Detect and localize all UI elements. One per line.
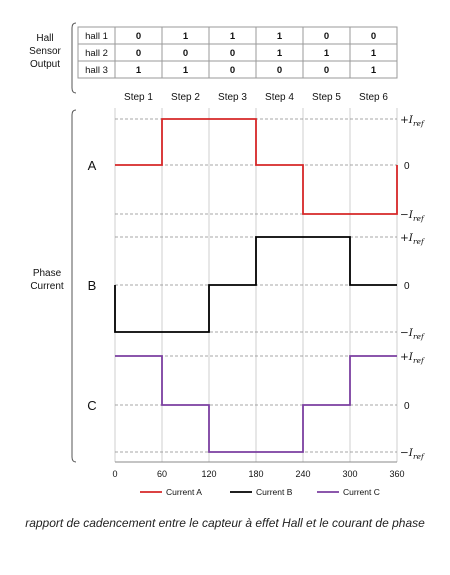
level-label-zero: 0 (404, 401, 410, 412)
hall-cell-value: 1 (324, 48, 330, 59)
commutation-figure: hall 1 0 1 1 1 0 0 hall 2 0 0 0 1 1 1 hall 3 1 1 0 0 0 1 Hall… (29, 22, 425, 497)
phase-a-trace (115, 118, 398, 215)
step-label: Step 2 (171, 92, 200, 103)
hall-cell-value: 0 (371, 31, 376, 42)
figure-caption: rapport de cadencement entre le capteur … (25, 516, 425, 530)
hall-cell-value: 1 (183, 31, 189, 42)
phase-c-label: C (87, 398, 96, 413)
hall-cell-value: 1 (277, 31, 283, 42)
level-label-zero: 0 (404, 161, 410, 172)
level-label-zero: 0 (404, 281, 410, 292)
phase-group-label: Phase (33, 268, 62, 279)
hall-group-label: Hall (36, 33, 53, 44)
hall-cell-value: 0 (136, 48, 141, 59)
hall-cell-value: 1 (136, 65, 142, 76)
hall-cell-value: 0 (183, 48, 188, 59)
level-label-pos: +Iref (400, 232, 425, 246)
legend-label-c: Current C (343, 487, 380, 497)
phase-b-label: B (88, 278, 97, 293)
step-label: Step 4 (265, 92, 294, 103)
phase-b-trace (114, 236, 397, 333)
hall-cell-value: 0 (230, 48, 235, 59)
x-tick-label: 0 (112, 469, 117, 479)
hall-cell-value: 0 (230, 65, 235, 76)
hall-group-label: Output (30, 59, 60, 70)
hall-row-label: hall 3 (85, 65, 108, 76)
x-tick-label: 120 (201, 469, 216, 479)
level-label-pos: +Iref (400, 351, 425, 365)
step-label: Step 3 (218, 92, 247, 103)
level-label-neg: −Iref (400, 209, 425, 223)
hall-bracket (71, 22, 77, 94)
level-label-pos: +Iref (400, 114, 425, 128)
hall-cell-value: 0 (277, 65, 282, 76)
hall-cell-value: 1 (230, 31, 236, 42)
hall-cell-value: 1 (371, 48, 377, 59)
x-tick-label: 300 (342, 469, 357, 479)
hall-cell-value: 0 (324, 65, 329, 76)
phase-group-label: Current (30, 281, 64, 292)
hall-table-frame (77, 26, 398, 79)
legend-label-a: Current A (166, 487, 202, 497)
phase-c-trace (115, 355, 397, 453)
hall-cell-value: 1 (371, 65, 377, 76)
step-label: Step 1 (124, 92, 153, 103)
hall-cell-value: 1 (277, 48, 283, 59)
step-label: Step 5 (312, 92, 341, 103)
x-tick-label: 360 (389, 469, 404, 479)
hall-row-label: hall 1 (85, 31, 108, 42)
phase-bracket (71, 109, 77, 463)
phase-a-label: A (88, 158, 97, 173)
hall-cell-value: 1 (183, 65, 189, 76)
hall-group-label: Sensor (29, 46, 61, 57)
x-tick-label: 180 (248, 469, 263, 479)
level-label-neg: −Iref (400, 447, 425, 461)
x-tick-label: 60 (157, 469, 167, 479)
hall-cell-value: 0 (324, 31, 329, 42)
level-label-neg: −Iref (400, 327, 425, 341)
step-label: Step 6 (359, 92, 388, 103)
hall-row-label: hall 2 (85, 48, 108, 59)
x-tick-label: 240 (295, 469, 310, 479)
hall-cell-value: 0 (136, 31, 141, 42)
legend-label-b: Current B (256, 487, 293, 497)
